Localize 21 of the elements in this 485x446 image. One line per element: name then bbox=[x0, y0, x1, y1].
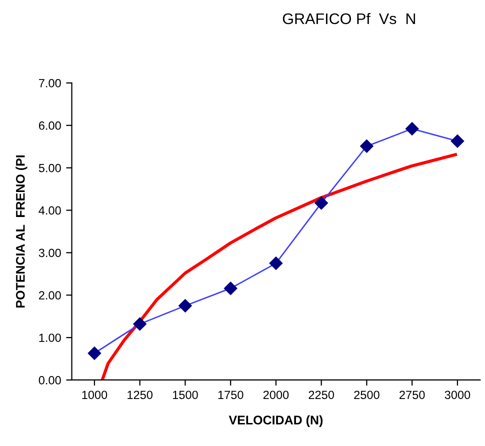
y-tick-label: 0.00 bbox=[38, 376, 61, 384]
x-tick-label: 2500 bbox=[354, 390, 380, 400]
y-tick-label: 6.00 bbox=[38, 121, 61, 130]
x-axis-title: VELOCIDAD (N) bbox=[228, 415, 323, 427]
line-series bbox=[100, 153, 457, 380]
x-tick-label: 1000 bbox=[82, 390, 108, 400]
y-tick-label: 4.00 bbox=[38, 206, 61, 215]
y-axis-title: POTENCIA AL FRENO (PI bbox=[16, 155, 28, 308]
x-tick-label: 1250 bbox=[128, 390, 153, 400]
y-tick-label: 2.00 bbox=[38, 291, 61, 300]
y-tick-label: 1.00 bbox=[39, 334, 61, 342]
y-tick-label: 7.00 bbox=[38, 78, 61, 88]
x-tick-label: 2750 bbox=[400, 390, 425, 400]
x-tick-label: 3000 bbox=[444, 390, 470, 400]
chart-title: GRAFICO Pf Vs N bbox=[282, 12, 416, 24]
x-tick-label: 1750 bbox=[218, 390, 244, 400]
y-tick-label: 3.00 bbox=[38, 248, 61, 258]
y-tick-label: 5.00 bbox=[38, 164, 61, 172]
x-tick-label: 2250 bbox=[308, 390, 334, 400]
x-tick-label: 1500 bbox=[172, 390, 198, 400]
x-tick-label: 2000 bbox=[263, 390, 289, 400]
